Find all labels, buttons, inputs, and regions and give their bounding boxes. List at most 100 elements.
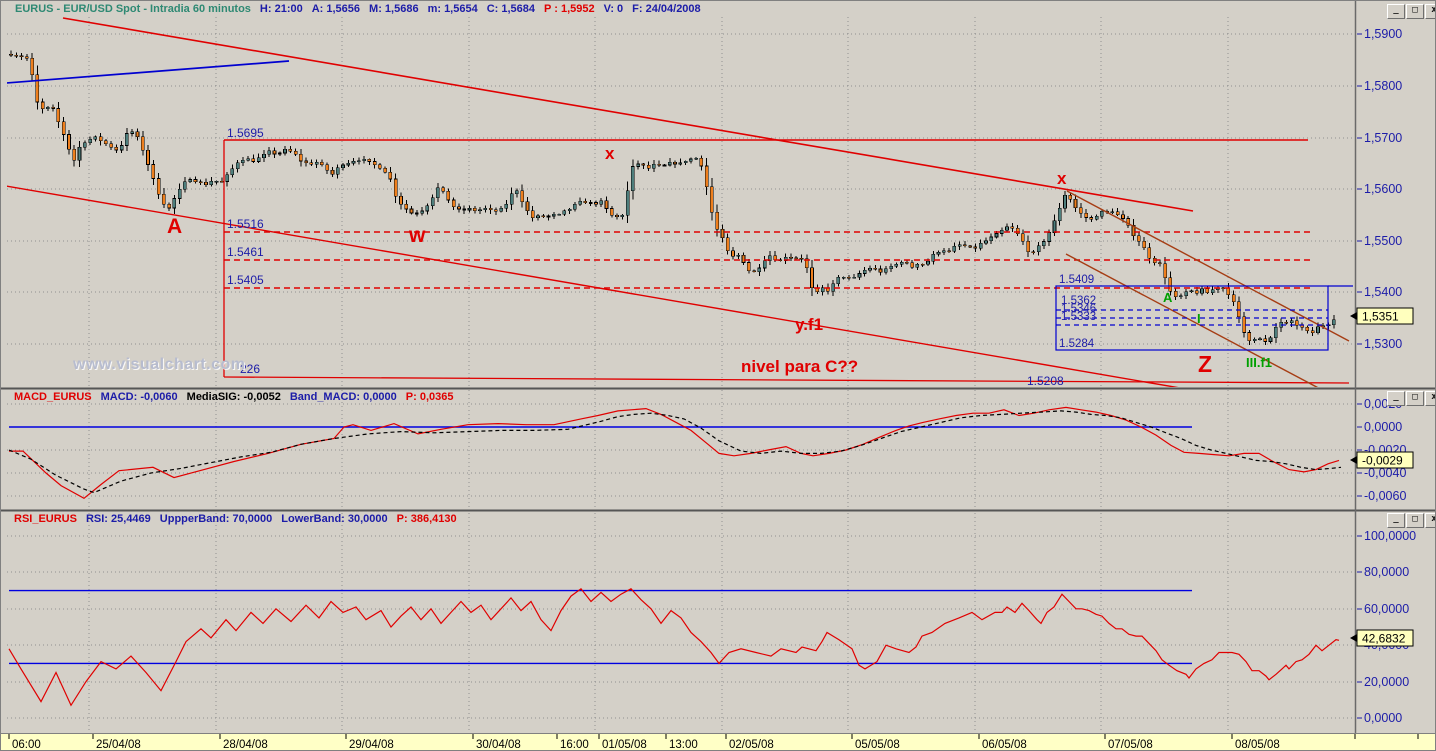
candle-body [372, 161, 377, 165]
wave-annotation: x [605, 144, 615, 163]
close-button[interactable]: x [1425, 4, 1435, 19]
maximize-button[interactable]: □ [1406, 4, 1424, 19]
wave-annotation: A [167, 215, 182, 238]
mediasig-line [8, 410, 1342, 494]
candle-body [425, 205, 430, 212]
candle-body [552, 213, 556, 217]
candle-body [915, 264, 920, 268]
candle-body [1079, 207, 1083, 214]
candle-body [799, 257, 804, 260]
candle-body [857, 273, 862, 278]
candle-body [30, 57, 34, 76]
candle-body [773, 255, 777, 261]
time-tick-label: 06:00 [12, 739, 41, 751]
candle-body [88, 138, 92, 144]
candle-body [941, 250, 946, 253]
candle-body [494, 209, 498, 212]
candle-body [457, 206, 461, 210]
minimize-button[interactable]: _ [1387, 513, 1405, 528]
candle-body [926, 261, 930, 265]
visualchart-watermark: www.visualchart.com [73, 356, 246, 373]
candle-body [1258, 338, 1262, 340]
header-segment: F: 24/04/2008 [632, 3, 701, 15]
candle-body [388, 171, 393, 180]
candle-body [583, 200, 588, 204]
candle-body [277, 152, 282, 155]
target-level-label: 1.5346 [1061, 303, 1096, 315]
header-segment: LowerBand: 30,0000 [281, 513, 388, 525]
macd-plot [8, 406, 1342, 500]
candle-body [98, 136, 103, 142]
close-button[interactable]: x [1425, 513, 1435, 528]
time-axis-background [1, 734, 1435, 750]
candle-body [920, 264, 925, 266]
candle-body [694, 158, 698, 160]
axis-tick-label: 1,5300 [1364, 337, 1402, 351]
target-level-label: 1.5333 [1061, 311, 1096, 323]
axis-tick-label: 100,0000 [1364, 529, 1416, 543]
candle-body [557, 213, 561, 216]
wave-annotation: w [408, 224, 426, 247]
candle-body [789, 256, 793, 259]
candle-body [910, 262, 914, 268]
header-segment: P: 0,0365 [405, 391, 454, 403]
candle-body [667, 161, 672, 166]
candle-body [746, 262, 751, 271]
candle-body [346, 162, 351, 166]
price-pane-header: EURUS - EUR/USD Spot - Intradia 60 minut… [15, 3, 710, 15]
candle-body [720, 228, 725, 239]
candle-body [367, 159, 372, 162]
candle-body [1295, 320, 1299, 326]
minimize-button[interactable]: _ [1387, 391, 1405, 406]
candle-body [673, 161, 677, 165]
candle-body [35, 74, 40, 103]
candle-body [989, 236, 994, 242]
candle-body [1005, 226, 1009, 231]
candle-body [1147, 247, 1152, 259]
minimize-button[interactable]: _ [1387, 4, 1405, 19]
candle-body [378, 164, 382, 169]
wave-annotation: Z [1198, 351, 1212, 377]
candle-body [567, 208, 572, 212]
candle-body [14, 55, 19, 57]
axis-tick-label: 0,0000 [1364, 711, 1402, 725]
time-tick-label: 25/04/08 [96, 739, 141, 751]
candle-body [314, 162, 319, 165]
candle-body [588, 202, 593, 204]
current-value-label: 1,5351 [1362, 310, 1399, 324]
candle-body [325, 164, 330, 171]
candle-body [936, 251, 941, 255]
candle-body [762, 260, 767, 269]
candle-body [757, 267, 762, 273]
wave-annotation: III.f1 [1246, 355, 1272, 370]
candle-body [1010, 226, 1015, 229]
maximize-button[interactable]: □ [1406, 513, 1424, 528]
header-segment: Band_MACD: 0,0000 [289, 391, 397, 403]
candle-body [288, 149, 293, 152]
maximize-button[interactable]: □ [1406, 391, 1424, 406]
time-tick-label: 16:00 [560, 739, 589, 751]
candle-body [1047, 232, 1051, 242]
candle-body [573, 203, 577, 210]
candle-body [562, 210, 567, 215]
candle-body [1084, 212, 1088, 218]
axis-tick-label: 1,5900 [1364, 27, 1402, 41]
candle-body [878, 268, 883, 273]
candle-body [1100, 210, 1104, 217]
time-tick-label: 30/04/08 [476, 739, 521, 751]
candle-body [409, 208, 414, 214]
wave-annotation: x [1057, 169, 1067, 188]
header-segment: M: 1,5686 [369, 3, 419, 15]
candle-body [446, 190, 451, 201]
macd-pane-header: MACD_EURUS MACD: -0,0060 MediaSIG: -0,0052… [14, 391, 463, 403]
candle-body [905, 262, 909, 264]
candle-body [162, 193, 166, 205]
candle-body [441, 187, 445, 192]
close-button[interactable]: x [1425, 391, 1435, 406]
header-segment: MACD_EURUS [14, 391, 92, 403]
candle-body [51, 106, 55, 109]
candle-body [541, 215, 546, 218]
candle-body [1200, 288, 1204, 294]
axis-tick-label: 60,0000 [1364, 602, 1409, 616]
